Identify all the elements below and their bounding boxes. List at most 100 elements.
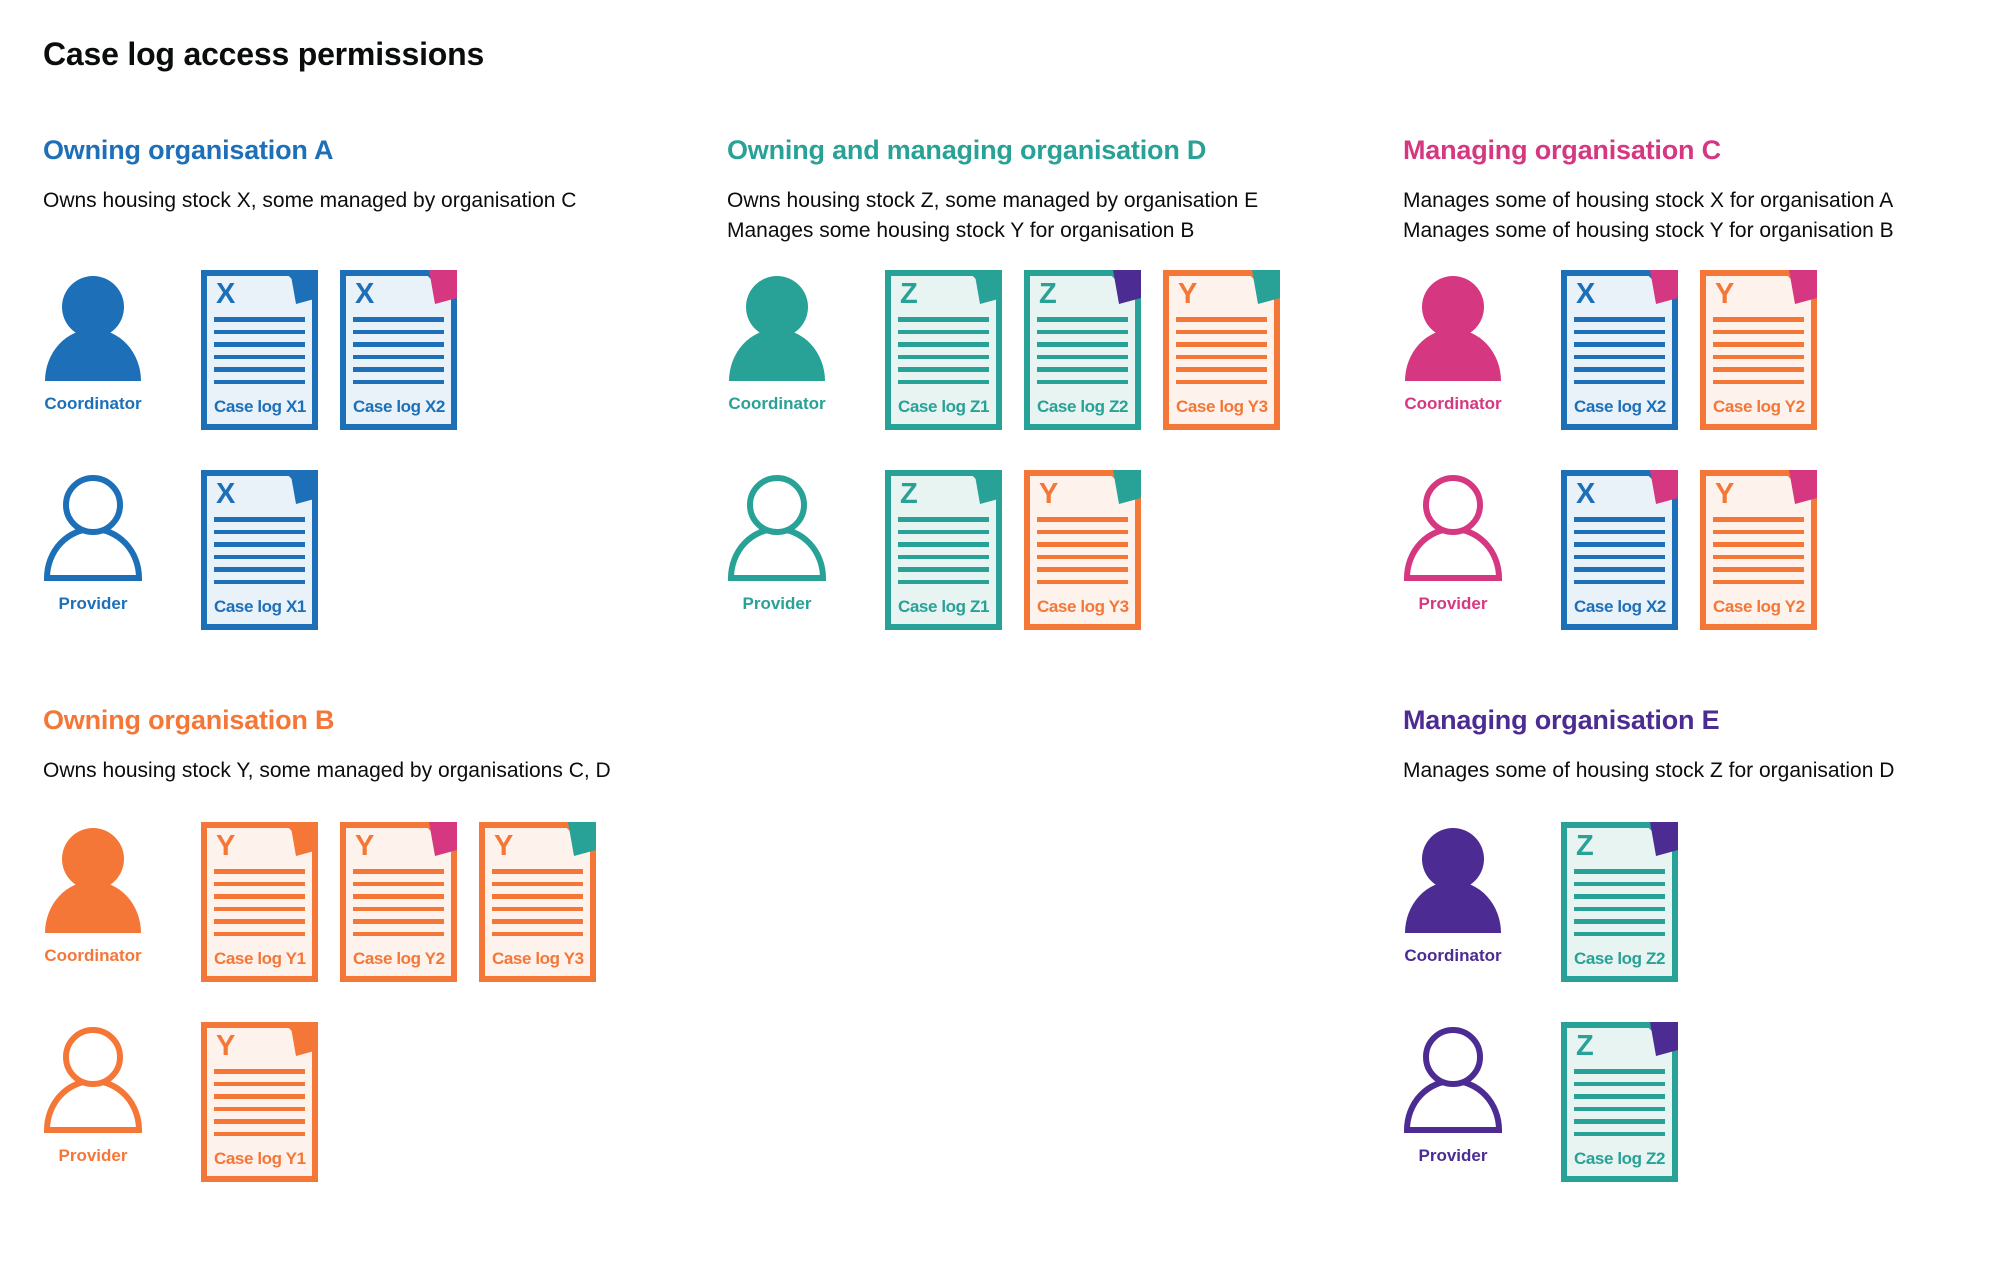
case-log-label: Case log X2: [353, 397, 445, 416]
case-log-document: X Case log X2: [1561, 270, 1678, 430]
document-text-line: [1574, 517, 1665, 522]
case-log-document: Y Case log Y2: [1700, 470, 1817, 630]
provider-figure: Provider: [727, 470, 827, 630]
coordinator-figure: Coordinator: [43, 270, 143, 430]
case-log-document: Y Case log Y1: [201, 822, 318, 982]
stock-letter: Z: [1039, 278, 1057, 310]
case-log-label: Case log Y3: [1037, 597, 1129, 616]
document-text-line: [1574, 919, 1665, 924]
document-text-line: [214, 931, 305, 936]
case-log-label: Case log Y2: [1713, 597, 1805, 616]
stock-letter: X: [355, 278, 375, 310]
document-text-lines: [353, 869, 444, 944]
document-text-line: [1713, 329, 1804, 334]
case-log-label: Case log Y3: [492, 949, 584, 968]
document-text-lines: [1713, 517, 1804, 592]
folded-corner-icon: [1789, 270, 1817, 304]
document-text-line: [214, 1069, 305, 1074]
case-log-document: Z Case log Z1: [885, 270, 1002, 430]
person-role-label: Provider: [1418, 1146, 1488, 1165]
folded-corner-icon: [1650, 270, 1678, 304]
case-log-label: Case log Z2: [1574, 1149, 1666, 1168]
document-text-line: [1037, 354, 1128, 359]
folded-corner-icon: [974, 270, 1002, 304]
document-text-line: [1176, 317, 1267, 322]
case-log-document: Y Case log Y3: [1163, 270, 1280, 430]
provider-figure: Provider: [1403, 1022, 1503, 1182]
stock-letter: X: [1576, 478, 1596, 510]
document-text-line: [1574, 894, 1665, 899]
document-text-lines: [898, 317, 989, 392]
document-text-line: [898, 379, 989, 384]
document-text-lines: [1037, 517, 1128, 592]
stock-letter: X: [216, 278, 236, 310]
document-text-line: [353, 931, 444, 936]
document-text-line: [214, 354, 305, 359]
section-description: Manages some of housing stock Z for orga…: [1403, 756, 1894, 786]
document-text-line: [1713, 342, 1804, 347]
document-text-line: [353, 881, 444, 886]
section-heading: Managing organisation E: [1403, 705, 1720, 735]
document-text-lines: [1574, 1069, 1665, 1144]
provider-figure: Provider: [1403, 470, 1503, 630]
case-log-label: Case log Z1: [898, 597, 990, 616]
case-log-document: Z Case log Z1: [885, 470, 1002, 630]
folded-corner-icon: [290, 1022, 318, 1056]
document-text-line: [898, 367, 989, 372]
document-text-line: [898, 579, 989, 584]
folded-corner-icon: [1113, 270, 1141, 304]
document-text-lines: [492, 869, 583, 944]
document-text-line: [898, 529, 989, 534]
stock-letter: Y: [1715, 478, 1735, 510]
document-text-line: [1037, 379, 1128, 384]
stock-letter: Y: [1039, 478, 1059, 510]
case-log-label: Case log Y1: [214, 1149, 306, 1168]
folded-corner-icon: [429, 822, 457, 856]
document-text-line: [898, 542, 989, 547]
section-owning-and-managing-organisation-d: Owning and managing organisation D Owns h…: [727, 134, 1258, 246]
document-text-lines: [353, 317, 444, 392]
document-text-line: [1574, 1069, 1665, 1074]
document-text-line: [353, 379, 444, 384]
stock-letter: Y: [216, 830, 236, 862]
description-line: Manages some housing stock Y for organis…: [727, 219, 1195, 242]
document-text-line: [492, 919, 583, 924]
case-log-label: Case log Z1: [898, 397, 990, 416]
document-text-line: [1574, 554, 1665, 559]
document-text-line: [214, 1119, 305, 1124]
case-log-document: Z Case log Z2: [1024, 270, 1141, 430]
stock-letter: Z: [900, 278, 918, 310]
coordinator-figure: Coordinator: [1403, 270, 1503, 430]
folded-corner-icon: [290, 270, 318, 304]
person-role-label: Provider: [58, 1146, 128, 1165]
document-text-line: [1713, 367, 1804, 372]
provider-figure: Provider: [43, 1022, 143, 1182]
document-text-line: [1574, 367, 1665, 372]
person-role-label: Coordinator: [1404, 394, 1502, 413]
document-text-line: [1713, 379, 1804, 384]
document-text-line: [214, 342, 305, 347]
document-text-line: [898, 354, 989, 359]
stock-letter: Y: [355, 830, 375, 862]
section-description: Owns housing stock Y, some managed by or…: [43, 756, 611, 786]
case-log-document: Y Case log Y3: [479, 822, 596, 982]
document-text-line: [1037, 367, 1128, 372]
case-log-document: Z Case log Z2: [1561, 822, 1678, 982]
stock-letter: Z: [1576, 830, 1594, 862]
document-text-line: [1574, 379, 1665, 384]
coordinator-figure: Coordinator: [43, 822, 143, 982]
document-text-line: [1176, 342, 1267, 347]
document-text-line: [214, 367, 305, 372]
folded-corner-icon: [1789, 470, 1817, 504]
document-text-line: [214, 1081, 305, 1086]
document-text-line: [1574, 579, 1665, 584]
document-text-line: [1037, 567, 1128, 572]
document-text-line: [214, 517, 305, 522]
folded-corner-icon: [568, 822, 596, 856]
document-text-line: [1574, 542, 1665, 547]
document-text-line: [1713, 579, 1804, 584]
description-line: Owns housing stock Z, some managed by or…: [727, 189, 1259, 212]
document-text-line: [353, 367, 444, 372]
document-text-line: [1574, 567, 1665, 572]
stock-letter: Y: [1178, 278, 1198, 310]
